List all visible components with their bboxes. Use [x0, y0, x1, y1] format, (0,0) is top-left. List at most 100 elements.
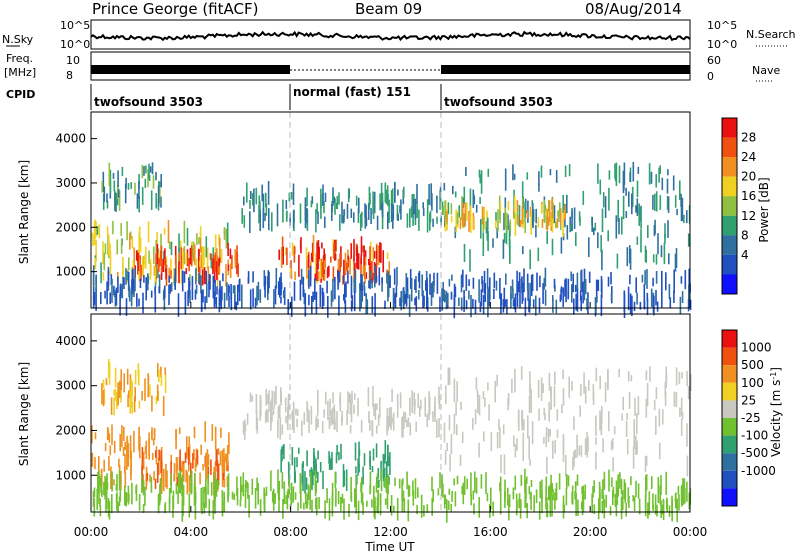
echo-cell — [523, 419, 525, 431]
echo-cell — [414, 478, 417, 499]
echo-cell — [599, 179, 602, 195]
echo-cell — [335, 452, 338, 464]
echo-cell — [384, 456, 386, 464]
echo-cell — [346, 203, 349, 219]
echo-cell — [212, 258, 214, 275]
echo-cell — [303, 502, 305, 510]
echo-cell — [366, 500, 368, 507]
echo-cell — [541, 492, 543, 514]
colorbar-tick-label: 24 — [741, 150, 756, 164]
echo-cell — [422, 202, 424, 209]
echo-cell — [377, 414, 380, 427]
echo-cell — [390, 407, 392, 430]
echo-cell — [155, 240, 157, 261]
echo-cell — [272, 488, 275, 511]
echo-cell — [279, 417, 282, 440]
echo-cell — [371, 499, 373, 508]
echo-cell — [362, 265, 365, 276]
echo-cell — [392, 414, 395, 423]
y-tick-label: 4000 — [55, 334, 86, 348]
echo-cell — [598, 481, 601, 503]
echo-cell — [360, 291, 362, 309]
echo-cell — [336, 444, 338, 456]
echo-cell — [124, 453, 126, 473]
echo-cell — [668, 283, 671, 299]
echo-cell — [578, 445, 581, 456]
echo-cell — [686, 481, 688, 502]
echo-cell — [409, 422, 412, 436]
echo-cell — [678, 494, 680, 511]
echo-cell — [145, 165, 147, 174]
colorbar-tick-label: 100 — [741, 376, 764, 390]
power-echo-cells — [91, 161, 692, 319]
echo-cell — [499, 491, 502, 515]
echo-cell — [362, 466, 364, 485]
echo-cell — [94, 432, 97, 440]
echo-cell — [168, 275, 170, 283]
echo-cell — [117, 501, 119, 513]
echo-cell — [195, 284, 198, 294]
echo-cell — [286, 491, 289, 510]
echo-cell — [610, 440, 613, 451]
echo-cell — [398, 478, 401, 489]
echo-cell — [222, 273, 224, 282]
echo-cell — [109, 243, 111, 257]
echo-cell — [304, 293, 307, 317]
echo-cell — [222, 472, 225, 481]
echo-cell — [656, 301, 659, 312]
echo-cell — [349, 394, 352, 415]
echo-cell — [147, 169, 149, 188]
echo-cell — [463, 296, 466, 307]
echo-cell — [259, 394, 262, 405]
echo-cell — [133, 290, 135, 298]
echo-cell — [119, 434, 121, 452]
echo-cell — [436, 272, 439, 294]
echo-cell — [526, 172, 529, 180]
echo-cell — [439, 190, 441, 210]
echo-cell — [369, 419, 371, 431]
echo-cell — [481, 276, 483, 285]
echo-cell — [377, 490, 379, 498]
echo-cell — [148, 432, 150, 456]
echo-cell — [160, 174, 162, 188]
echo-cell — [127, 271, 130, 292]
echo-cell — [108, 235, 110, 256]
echo-cell — [270, 399, 273, 417]
echo-cell — [640, 229, 642, 253]
echo-cell — [364, 203, 366, 218]
echo-cell — [283, 287, 286, 305]
echo-cell — [122, 276, 124, 285]
echo-cell — [489, 277, 491, 300]
echo-cell — [473, 503, 475, 515]
echo-cell — [225, 453, 228, 472]
echo-cell — [426, 277, 428, 300]
echo-cell — [184, 452, 187, 463]
echo-cell — [333, 404, 335, 413]
echo-cell — [106, 226, 109, 237]
echo-cell — [558, 473, 561, 490]
echo-cell — [686, 423, 688, 447]
echo-cell — [252, 271, 254, 283]
echo-cell — [127, 443, 130, 467]
echo-cell — [594, 222, 597, 231]
echo-cell — [526, 282, 529, 291]
echo-cell — [369, 456, 371, 470]
echo-cell — [264, 213, 266, 221]
echo-cell — [115, 192, 117, 212]
echo-cell — [576, 474, 579, 486]
echo-cell — [680, 193, 682, 207]
echo-cell — [655, 191, 658, 212]
echo-cell — [326, 488, 328, 504]
echo-cell — [230, 284, 232, 300]
echo-cell — [480, 170, 483, 194]
echo-cell — [576, 272, 579, 290]
echo-cell — [158, 458, 160, 476]
echo-cell — [200, 444, 202, 455]
echo-cell — [229, 248, 232, 259]
echo-cell — [167, 220, 170, 244]
echo-cell — [674, 195, 677, 208]
echo-cell — [179, 449, 181, 470]
echo-cell — [206, 283, 208, 303]
echo-cell — [588, 271, 591, 283]
